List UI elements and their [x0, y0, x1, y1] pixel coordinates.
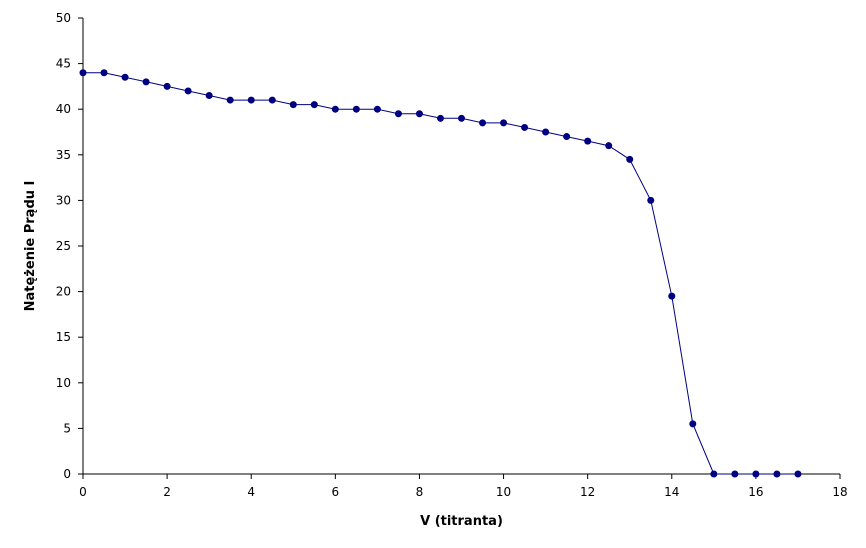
data-point [773, 470, 781, 478]
data-point [184, 87, 192, 95]
data-point [247, 96, 255, 104]
data-point [647, 196, 655, 204]
y-tick-label: 30 [56, 193, 71, 207]
y-tick-label: 35 [56, 148, 71, 162]
data-point [415, 110, 423, 118]
x-tick-label: 0 [79, 485, 87, 499]
data-point [542, 128, 550, 136]
x-tick-label: 16 [748, 485, 763, 499]
data-point [163, 82, 171, 90]
data-point [331, 105, 339, 113]
x-axis-title: V (titranta) [420, 514, 503, 529]
data-point [100, 69, 108, 77]
data-points [79, 69, 802, 478]
data-point [205, 92, 213, 100]
y-tick-label: 45 [56, 57, 71, 71]
x-tick-label: 14 [664, 485, 679, 499]
x-tick-label: 6 [332, 485, 340, 499]
data-point [563, 133, 571, 141]
y-tick-label: 5 [63, 421, 71, 435]
data-point [373, 105, 381, 113]
data-point [731, 470, 739, 478]
x-tick-label: 8 [416, 485, 424, 499]
data-point [121, 73, 129, 81]
data-point [142, 78, 150, 86]
x-tick-label: 10 [496, 485, 511, 499]
data-point [521, 123, 529, 131]
data-point [794, 470, 802, 478]
data-point [605, 142, 613, 150]
y-tick-label: 25 [56, 239, 71, 253]
y-tick-label: 20 [56, 285, 71, 299]
data-point [500, 119, 508, 127]
y-tick-label: 40 [56, 102, 71, 116]
data-point [668, 292, 676, 300]
data-point [458, 114, 465, 122]
y-tick-label: 10 [56, 376, 71, 390]
data-point [752, 470, 760, 478]
data-point [626, 155, 634, 163]
x-tick-label: 2 [163, 485, 171, 499]
data-point [479, 119, 487, 127]
x-tick-label: 12 [580, 485, 595, 499]
data-point [310, 101, 318, 109]
data-point [394, 110, 402, 118]
data-point [226, 96, 234, 104]
y-axis-title: Natężenie Prądu I [23, 181, 38, 312]
data-point [436, 114, 444, 122]
y-tick-label: 0 [63, 467, 71, 481]
data-point [79, 69, 87, 77]
data-point [268, 96, 276, 104]
x-tick-label: 4 [247, 485, 255, 499]
data-point [352, 105, 360, 113]
data-point [710, 470, 718, 478]
y-axis-ticks: 0 5 10 15 20 25 30 35 40 45 50 [56, 11, 83, 481]
x-tick-label: 18 [832, 485, 847, 499]
y-tick-label: 50 [56, 11, 71, 25]
series-line [83, 72, 798, 475]
data-point [289, 101, 297, 109]
data-point [689, 420, 697, 428]
x-axis-ticks: 0 2 4 6 8 10 12 14 16 18 [79, 474, 848, 499]
y-tick-label: 15 [56, 330, 71, 344]
data-point [584, 137, 592, 145]
